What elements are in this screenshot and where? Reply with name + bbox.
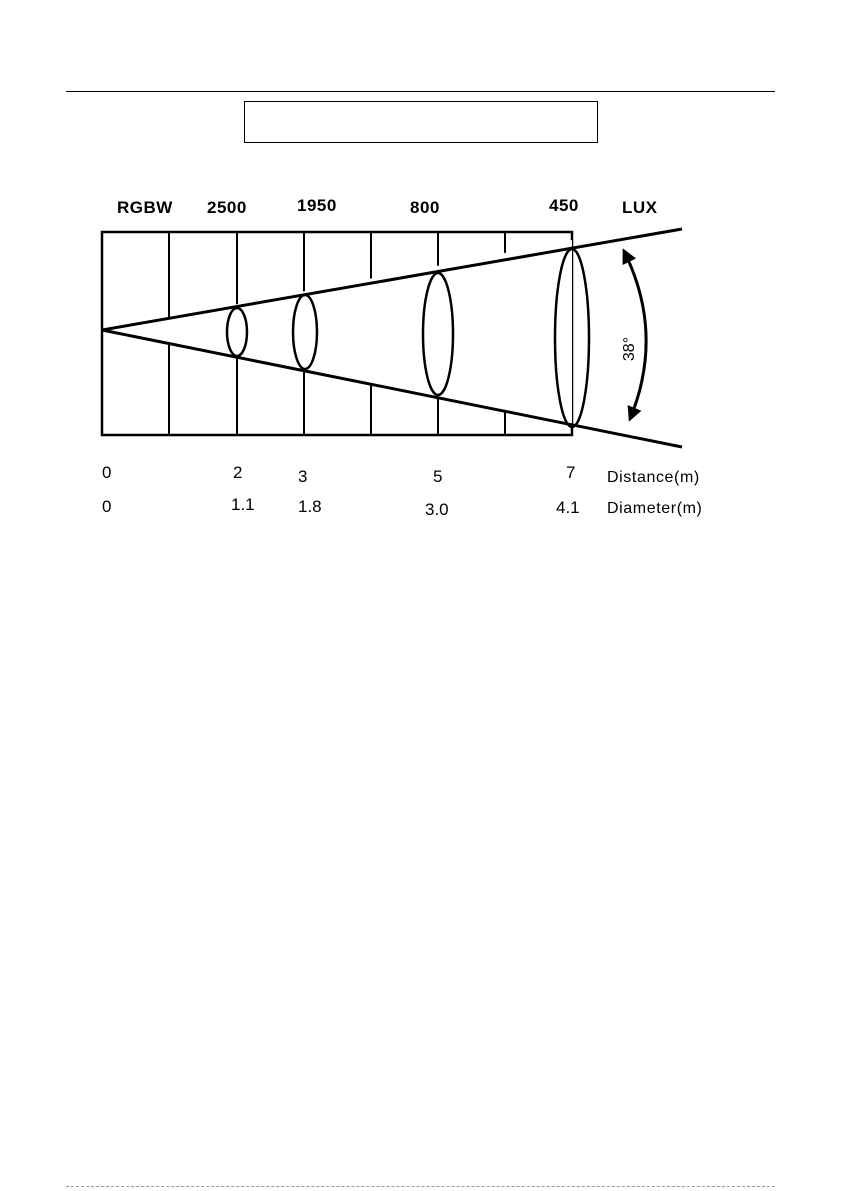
beam-upper-edge	[101, 227, 683, 332]
beam-angle-label: 38°	[621, 337, 638, 361]
beam-diagram: RGBW 2500 1950 800 450 LUX 38° 0 2	[100, 196, 703, 519]
distance-value-0: 0	[102, 463, 111, 482]
beam-angle-arrow	[622, 248, 648, 422]
diameter-value-1-1: 1.1	[231, 495, 255, 514]
diameter-value-1-8: 1.8	[298, 497, 322, 516]
distance-value-7: 7	[566, 463, 575, 482]
lux-value-450: 450	[549, 196, 579, 215]
distance-label: Distance(m)	[607, 469, 700, 486]
beam-lower-edge	[101, 328, 683, 449]
title-box	[244, 101, 598, 143]
distance-value-3: 3	[298, 467, 307, 486]
lux-value-2500: 2500	[207, 198, 247, 217]
diameter-value-3-0: 3.0	[425, 500, 449, 519]
diameter-value-0: 0	[102, 497, 111, 516]
distance-value-5: 5	[433, 467, 442, 486]
lux-value-800: 800	[410, 198, 440, 217]
lux-unit-label: LUX	[622, 198, 658, 217]
spot-ellipse-5m	[421, 271, 455, 397]
lux-value-1950: 1950	[297, 196, 337, 215]
diameter-value-4-1: 4.1	[556, 498, 580, 517]
color-header-label: RGBW	[117, 198, 173, 217]
beam-fill	[102, 240, 572, 426]
diameter-label: Diameter(m)	[607, 500, 703, 517]
distance-value-2: 2	[233, 463, 242, 482]
spot-ellipse-2m	[225, 306, 249, 358]
footer-rule	[66, 1186, 775, 1187]
spot-ellipse-7m	[553, 247, 591, 429]
header-rule	[66, 91, 775, 92]
spot-ellipse-3m	[291, 293, 319, 371]
